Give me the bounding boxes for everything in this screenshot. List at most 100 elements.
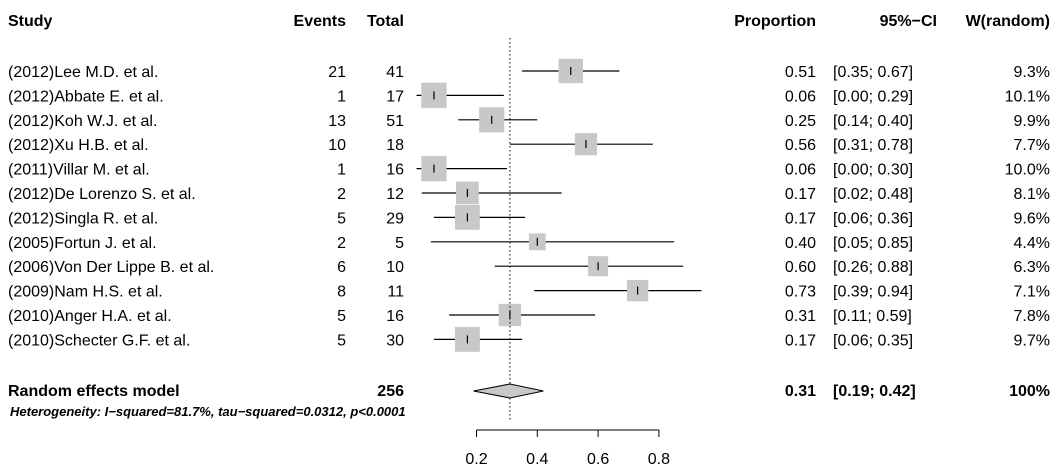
study-proportion: 0.17 <box>785 186 816 203</box>
study-total: 29 <box>386 210 404 227</box>
study-ci: [0.26; 0.88] <box>833 259 913 276</box>
study-rows: (2012)Lee M.D. et al. 21 41 0.51 [0.35; 0.67… <box>8 64 1050 349</box>
header-total: Total <box>367 13 404 30</box>
study-ci: [0.31; 0.78] <box>833 137 913 154</box>
study-row: (2012)Xu H.B. et al. 10 18 0.56 [0.31; 0.78]… <box>8 137 1050 154</box>
study-ci: [0.14; 0.40] <box>833 113 913 130</box>
study-name: (2010)Anger H.A. et al. <box>8 308 172 325</box>
study-events: 1 <box>337 88 346 105</box>
study-events: 13 <box>328 113 346 130</box>
study-name: (2011)Villar M. et al. <box>8 162 150 179</box>
study-proportion: 0.25 <box>785 113 816 130</box>
study-events: 5 <box>337 308 346 325</box>
study-name: (2009)Nam H.S. et al. <box>8 284 163 301</box>
study-total: 30 <box>386 332 404 349</box>
study-weight: 6.3% <box>1014 259 1050 276</box>
summary-weight: 100% <box>1009 383 1050 400</box>
study-proportion: 0.40 <box>785 235 816 252</box>
study-ci: [0.05; 0.85] <box>833 235 913 252</box>
summary-proportion: 0.31 <box>785 383 816 400</box>
study-name: (2012)Singla R. et al. <box>8 210 158 227</box>
header-ci: 95%−CI <box>880 13 937 30</box>
study-ci: [0.39; 0.94] <box>833 284 913 301</box>
study-total: 12 <box>386 186 404 203</box>
study-ci: [0.06; 0.36] <box>833 210 913 227</box>
study-weight: 9.9% <box>1014 113 1050 130</box>
study-proportion: 0.31 <box>785 308 816 325</box>
study-weight: 9.6% <box>1014 210 1050 227</box>
study-row: (2011)Villar M. et al. 1 16 0.06 [0.00; 0.30… <box>8 162 1050 179</box>
study-proportion: 0.06 <box>785 88 816 105</box>
summary-ci: [0.19; 0.42] <box>833 383 916 400</box>
study-total: 16 <box>386 162 404 179</box>
study-proportion: 0.73 <box>785 284 816 301</box>
study-events: 5 <box>337 332 346 349</box>
study-name: (2005)Fortun J. et al. <box>8 235 157 252</box>
study-events: 1 <box>337 162 346 179</box>
study-total: 5 <box>395 235 404 252</box>
study-row: (2010)Anger H.A. et al. 5 16 0.31 [0.11; 0.5… <box>8 308 1050 325</box>
study-name: (2012)Abbate E. et al. <box>8 88 164 105</box>
study-events: 6 <box>337 259 346 276</box>
study-ci: [0.00; 0.29] <box>833 88 913 105</box>
study-ci: [0.11; 0.59] <box>833 308 912 325</box>
study-name: (2012)Xu H.B. et al. <box>8 137 149 154</box>
study-proportion: 0.51 <box>785 64 816 81</box>
tick-label: 0.4 <box>526 451 548 468</box>
study-total: 17 <box>386 88 404 105</box>
study-ci: [0.35; 0.67] <box>833 64 913 81</box>
summary-diamond <box>473 383 544 399</box>
study-weight: 10.1% <box>1005 88 1050 105</box>
study-name: (2012)Lee M.D. et al. <box>8 64 158 81</box>
study-total: 41 <box>386 64 404 81</box>
study-events: 21 <box>328 64 346 81</box>
study-weight: 9.7% <box>1014 332 1050 349</box>
study-ci: [0.00; 0.30] <box>833 162 913 179</box>
study-proportion: 0.60 <box>785 259 816 276</box>
heterogeneity-note: Heterogeneity: I−squared=81.7%, tau−squa… <box>10 404 406 419</box>
tick-label: 0.2 <box>465 451 487 468</box>
study-total: 10 <box>386 259 404 276</box>
study-row: (2009)Nam H.S. et al. 8 11 0.73 [0.39; 0.94]… <box>8 284 1050 301</box>
study-events: 8 <box>337 284 346 301</box>
study-proportion: 0.06 <box>785 162 816 179</box>
study-proportion: 0.56 <box>785 137 816 154</box>
header-events: Events <box>294 13 347 30</box>
study-name: (2006)Von Der Lippe B. et al. <box>8 259 214 276</box>
study-proportion: 0.17 <box>785 210 816 227</box>
study-marks <box>416 58 702 352</box>
study-total: 16 <box>386 308 404 325</box>
header-weight: W(random) <box>966 13 1050 30</box>
study-name: (2010)Schecter G.F. et al. <box>8 332 190 349</box>
study-weight: 7.1% <box>1014 284 1050 301</box>
study-events: 2 <box>337 186 346 203</box>
tick-label: 0.8 <box>648 451 670 468</box>
study-name: (2012)De Lorenzo S. et al. <box>8 186 196 203</box>
study-row: (2012)Singla R. et al. 5 29 0.17 [0.06; 0.36… <box>8 210 1050 227</box>
study-name: (2012)Koh W.J. et al. <box>8 113 157 130</box>
tick-label: 0.6 <box>587 451 609 468</box>
study-proportion: 0.17 <box>785 332 816 349</box>
study-total: 51 <box>386 113 404 130</box>
study-total: 18 <box>386 137 404 154</box>
summary-total: 256 <box>377 383 404 400</box>
study-ci: [0.06; 0.35] <box>833 332 913 349</box>
study-row: (2005)Fortun J. et al. 2 5 0.40 [0.05; 0.85]… <box>8 235 1050 252</box>
study-row: (2012)Lee M.D. et al. 21 41 0.51 [0.35; 0.67… <box>8 64 1050 81</box>
study-row: (2012)Koh W.J. et al. 13 51 0.25 [0.14; 0.40… <box>8 113 1050 130</box>
study-weight: 10.0% <box>1005 162 1050 179</box>
study-row: (2006)Von Der Lippe B. et al. 6 10 0.60 [0.2… <box>8 259 1050 276</box>
study-weight: 8.1% <box>1014 186 1050 203</box>
study-weight: 7.8% <box>1014 308 1050 325</box>
study-events: 2 <box>337 235 346 252</box>
summary-label: Random effects model <box>8 383 180 400</box>
study-weight: 7.7% <box>1014 137 1050 154</box>
study-events: 10 <box>328 137 346 154</box>
study-row: (2012)Abbate E. et al. 1 17 0.06 [0.00; 0.29… <box>8 88 1050 105</box>
header-study: Study <box>8 13 53 30</box>
study-total: 11 <box>387 284 404 301</box>
x-axis: 0.2 0.4 0.6 0.8 <box>465 429 670 468</box>
study-row: (2010)Schecter G.F. et al. 5 30 0.17 [0.06; … <box>8 332 1050 349</box>
study-ci: [0.02; 0.48] <box>833 186 913 203</box>
